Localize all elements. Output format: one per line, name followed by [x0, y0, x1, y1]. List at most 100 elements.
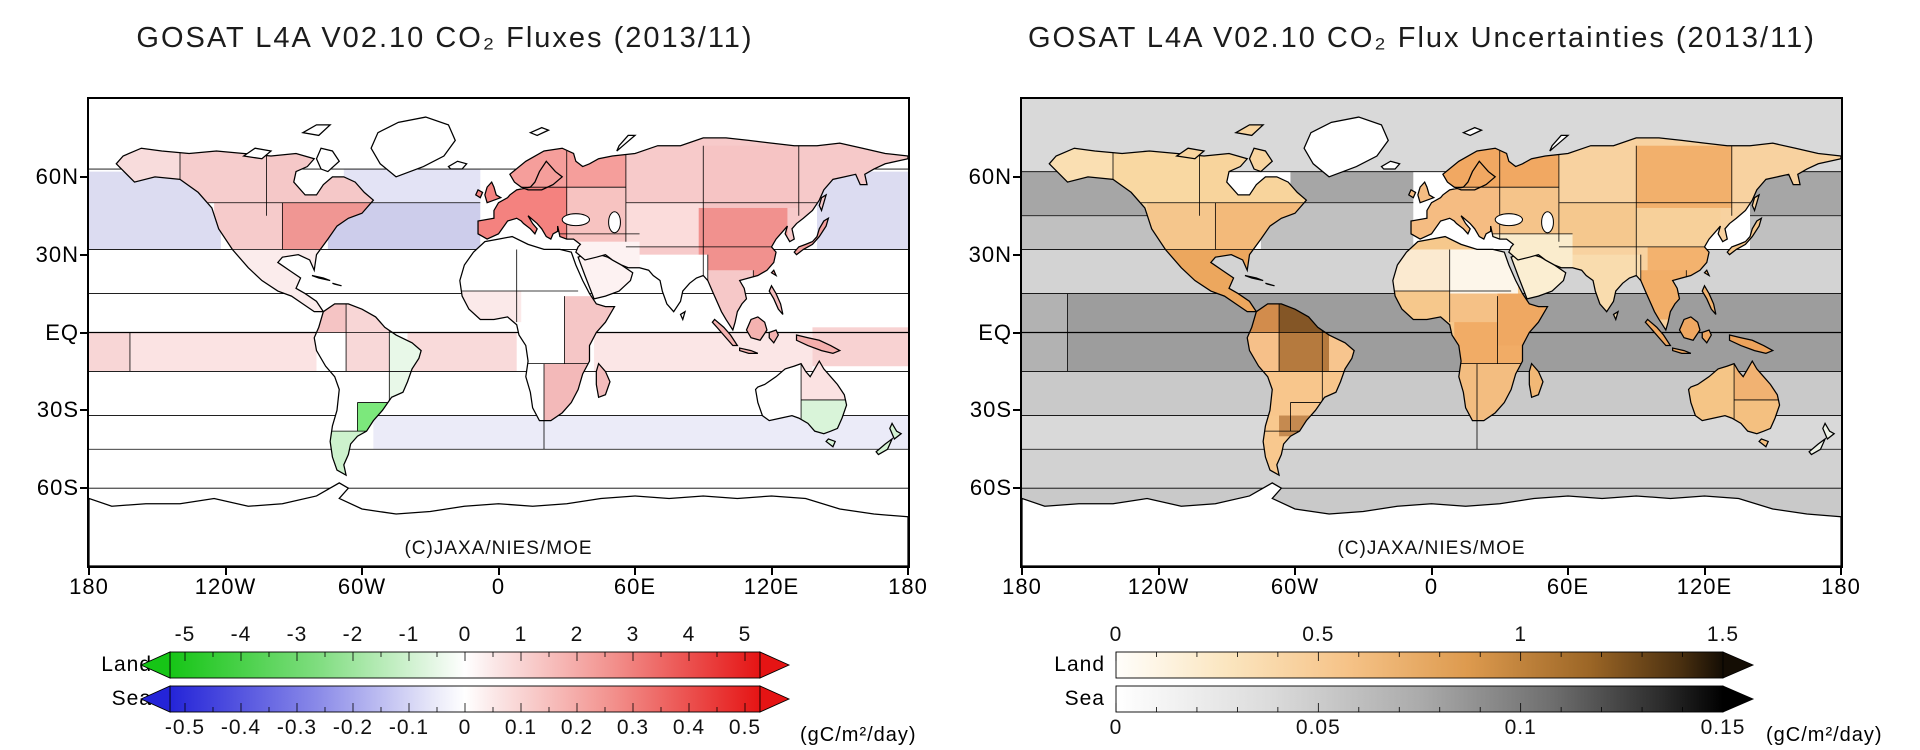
land-region-group — [796, 335, 840, 354]
colorbar-land-tick-label: 3 — [627, 623, 640, 646]
land-region — [448, 161, 467, 170]
y-axis-tick — [80, 331, 89, 334]
ocean-band — [594, 332, 813, 372]
y-axis-label: 30S — [36, 397, 79, 423]
land-region-group — [876, 438, 893, 455]
x-axis-label: 60W — [337, 574, 387, 599]
y-axis-tick — [1013, 253, 1022, 256]
x-axis-label: 180 — [888, 574, 928, 599]
y-axis-tick — [80, 409, 89, 412]
coastline-tw — [770, 269, 778, 278]
colorbar-land-tick-label: 0 — [1110, 623, 1123, 646]
region-fill — [703, 145, 799, 208]
land-region-group — [1809, 438, 1826, 455]
x-axis-label: 60E — [613, 574, 657, 599]
coastline-sa — [313, 303, 422, 477]
x-axis-tick — [1703, 566, 1706, 575]
coastline-ng — [1728, 334, 1775, 354]
region-fill — [1636, 145, 1732, 208]
x-axis-label: 120W — [1127, 574, 1190, 599]
panel-co2-flux-uncertainties: GOSAT L4A V02.10 CO₂ Flux Uncertainties … — [933, 0, 1893, 750]
coastline-is — [447, 160, 468, 170]
coastline-n1 — [1822, 422, 1836, 440]
colorbar-sea-tick-label: -0.4 — [221, 716, 261, 739]
land-region — [876, 438, 893, 455]
page-title: GOSAT L4A V02.10 CO₂ Fluxes (2013/11) — [136, 22, 754, 54]
land-region — [796, 335, 840, 354]
y-axis-label: 30N — [35, 241, 79, 267]
colorbar-land-tick-label: -5 — [175, 623, 196, 646]
map-co2-flux-uncertainties: (C)JAXA/NIES/MOE — [1020, 97, 1843, 568]
coastline-eu — [1410, 137, 1841, 332]
land-region-group — [1022, 482, 1841, 566]
coastline-mg — [1528, 362, 1544, 399]
coastline-el — [1234, 124, 1265, 137]
coastline-sl — [1701, 329, 1713, 344]
colorbar-land-tick-label: 0 — [459, 623, 472, 646]
x-axis-label: 180 — [1821, 574, 1861, 599]
land-region — [1702, 285, 1716, 315]
colorbar-sea-tick-label: 0.1 — [1505, 716, 1537, 739]
x-axis-label: 60E — [1546, 574, 1590, 599]
land-region — [302, 124, 331, 136]
map-co2-fluxes: (C)JAXA/NIES/MOE — [87, 97, 910, 568]
coastline-sk — [818, 193, 828, 213]
land-region — [371, 117, 456, 177]
coastline-vi — [242, 147, 273, 160]
y-axis-tick — [80, 253, 89, 256]
land-region-group — [448, 161, 467, 170]
colorbar-sea-tick-label: 0 — [459, 716, 472, 739]
land-region-group — [1417, 182, 1434, 203]
land-region-group — [1529, 363, 1543, 398]
coastline-sv — [528, 126, 551, 137]
coastline-n2 — [1808, 437, 1827, 456]
region-fill — [1636, 207, 1721, 247]
ocean-band — [129, 332, 317, 372]
x-axis-tick — [1157, 566, 1160, 575]
colorbar-land-tick-label: 4 — [683, 623, 696, 646]
land-region — [1417, 182, 1434, 203]
colorbar-sea-tick-label: 0.3 — [617, 716, 649, 739]
coastline-nv — [1549, 134, 1570, 152]
land-region — [1679, 316, 1700, 341]
x-axis-label: 120E — [743, 574, 800, 599]
land-region-group — [596, 363, 610, 398]
colorbar-right-arrow — [1722, 685, 1755, 713]
x-axis-label: 180 — [1002, 574, 1042, 599]
coastline-is — [1380, 160, 1401, 170]
land-region — [530, 127, 549, 136]
colorbar-sea-label: Sea — [111, 687, 152, 710]
coastline-ng — [795, 334, 842, 354]
coastline-sk — [1751, 193, 1761, 213]
land-region — [1463, 127, 1482, 136]
ocean-band — [1750, 215, 1841, 250]
ocean-band — [407, 332, 517, 372]
x-axis-label: 180 — [69, 574, 109, 599]
colorbar-sea-bar — [1115, 685, 1724, 713]
colorbar-land-label: Land — [1054, 653, 1105, 676]
land-region — [889, 423, 902, 439]
colorbar-land-label: Land — [101, 653, 152, 676]
x-axis-tick — [361, 566, 363, 575]
coastline-na — [1048, 147, 1308, 313]
land-region — [596, 363, 610, 398]
land-region-group — [1822, 423, 1835, 439]
land-region-group — [530, 127, 549, 136]
land-region — [1809, 438, 1826, 455]
black-sea — [1494, 213, 1524, 227]
land-region-group — [484, 182, 501, 203]
colorbar-right-arrow — [759, 685, 791, 713]
x-axis-tick — [1840, 566, 1842, 575]
land-region-group — [89, 482, 908, 566]
colorbar-land-bar — [1115, 651, 1724, 679]
coastline-uk — [1417, 180, 1436, 204]
land-region — [769, 285, 783, 315]
land-region-group — [1463, 127, 1482, 136]
coastline-su — [1644, 318, 1672, 347]
coastline-su — [711, 318, 739, 347]
colorbar-sea-tick-label: -0.3 — [277, 716, 317, 739]
coastline-hi — [1265, 282, 1275, 287]
colorbar-uncertainty: 0 0.5 1 1.5 0 0.05 0.1 0.15 — [1110, 623, 1755, 739]
colorbar-land-tick-label: 1 — [1514, 623, 1527, 646]
